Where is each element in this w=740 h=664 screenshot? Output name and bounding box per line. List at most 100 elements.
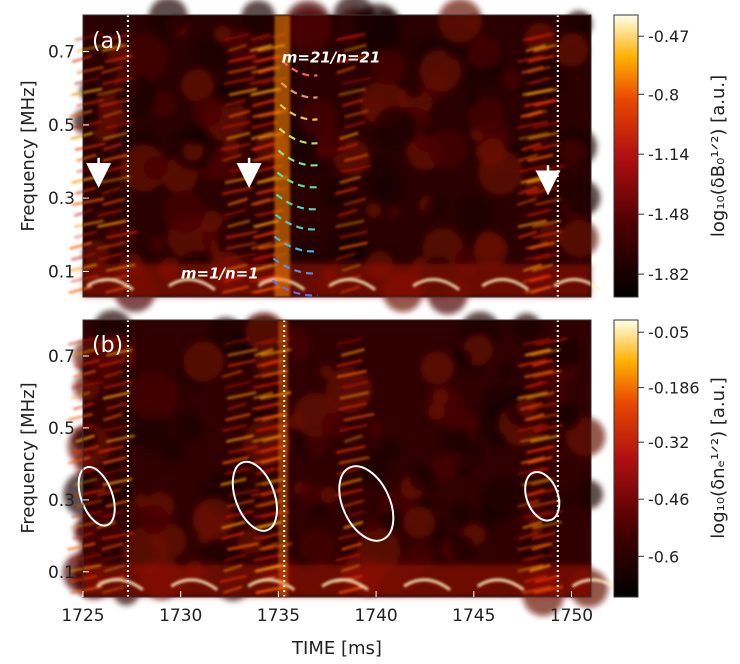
spectral-streak: [101, 542, 124, 551]
spectral-streak: [523, 574, 548, 584]
spectral-streak: [69, 241, 92, 250]
x-tick-label: 1735: [257, 606, 300, 626]
spectral-streak: [74, 32, 104, 42]
mode-ladder-line: [276, 171, 318, 189]
spectral-streak: [527, 153, 554, 162]
colorbar-a: -0.47 -0.8 -1.14 -1.48 -1.82 log₁₀(δB₀¹ᐟ²) […: [613, 14, 729, 298]
spectral-streak: [71, 197, 105, 206]
spectral-streak: [74, 230, 98, 239]
texture-blob: [320, 486, 338, 504]
spectral-streak: [335, 553, 361, 562]
spectral-streak: [102, 153, 128, 162]
spectral-streak: [527, 109, 548, 118]
spectral-streak: [72, 348, 96, 357]
texture-blob: [214, 25, 232, 43]
spectral-streak: [69, 285, 93, 294]
spectral-streak: [532, 120, 561, 129]
spectral-streak: [341, 263, 361, 272]
spectral-streak: [102, 197, 126, 206]
spectral-streak: [260, 531, 282, 540]
panel-a-label: (a): [92, 29, 123, 54]
spectral-streak: [223, 263, 248, 272]
texture-blob: [511, 313, 542, 344]
spectral-streak: [521, 553, 544, 562]
texture-blob: [503, 69, 523, 89]
burst-band: [274, 15, 291, 297]
low-frequency-arc: [321, 578, 369, 592]
spectral-streak: [338, 585, 366, 594]
texture-blob: [467, 36, 501, 69]
spectral-streak: [74, 142, 106, 151]
texture-blob: [216, 80, 232, 97]
spectral-streak: [221, 521, 246, 530]
spectral-streak: [526, 87, 559, 96]
texture-blob: [560, 219, 599, 258]
spectral-streak: [337, 54, 370, 63]
panel-b: (b) Frequency [MHz] 0.1 0.3 0.5 0.7 1725 173…: [18, 310, 620, 659]
texture-blob: [456, 349, 472, 366]
spectral-streak: [105, 285, 129, 294]
spectral-streak: [101, 186, 122, 195]
spectral-streak: [534, 98, 559, 107]
spectral-streak: [69, 564, 102, 573]
spectral-streak: [531, 263, 554, 272]
texture-blob: [450, 502, 474, 526]
spectral-streak: [71, 87, 103, 96]
spectral-streak: [335, 445, 366, 454]
spectral-streak: [221, 531, 245, 540]
spectral-streak: [527, 54, 555, 63]
y-tick-label: 0.7: [48, 347, 75, 367]
low-frequency-arc: [481, 278, 530, 291]
spectral-streak: [76, 43, 108, 53]
spectral-streak: [338, 423, 368, 432]
spectral-streak: [524, 369, 554, 379]
spectral-streak: [105, 230, 138, 239]
spectral-streak: [524, 348, 552, 357]
spectral-streak: [339, 131, 359, 140]
spectral-streak: [341, 542, 362, 551]
spectral-streak: [339, 230, 368, 239]
spectral-streak: [103, 369, 124, 379]
spectral-streak: [100, 553, 130, 562]
texture-blob: [373, 106, 418, 151]
spectral-streak: [260, 456, 282, 465]
texture-blob: [163, 190, 205, 233]
spectral-streak: [222, 423, 248, 432]
spectral-streak: [521, 142, 542, 151]
spectral-streak: [522, 585, 552, 594]
spectral-streak: [522, 521, 543, 530]
spectral-streak: [336, 337, 363, 346]
texture-blob: [428, 402, 446, 420]
spectral-streak: [225, 467, 250, 476]
spectral-streak: [335, 252, 356, 261]
spectral-streak: [224, 32, 250, 42]
spectral-streak: [75, 434, 95, 443]
x-tick-label: 1745: [452, 606, 495, 626]
spectral-streak: [227, 499, 255, 508]
colorbar-tick-label: -0.47: [648, 27, 689, 46]
texture-blob: [300, 529, 336, 566]
spectral-streak: [518, 153, 538, 162]
texture-blob: [447, 534, 476, 563]
spectral-streak: [341, 380, 369, 389]
spectral-streak: [522, 337, 552, 346]
spectral-streak: [528, 380, 549, 389]
spectral-streak: [71, 380, 103, 389]
spectral-streak: [530, 76, 549, 85]
mode-ladder-line: [273, 235, 318, 253]
spectral-streak: [224, 553, 247, 562]
texture-blob: [321, 413, 347, 439]
spectral-streak: [101, 65, 124, 74]
spectral-streak: [342, 98, 364, 107]
spectral-streak: [226, 131, 251, 140]
texture-blob: [564, 179, 601, 216]
spectral-streak: [225, 510, 254, 519]
spectral-streak: [338, 456, 370, 465]
spectral-streak: [526, 413, 559, 422]
spectral-streak: [105, 402, 128, 411]
spectral-streak: [253, 521, 283, 530]
spectral-streak: [224, 98, 246, 107]
texture-blob: [455, 196, 493, 234]
texture-blob: [216, 216, 262, 262]
spectral-streak: [516, 197, 537, 206]
